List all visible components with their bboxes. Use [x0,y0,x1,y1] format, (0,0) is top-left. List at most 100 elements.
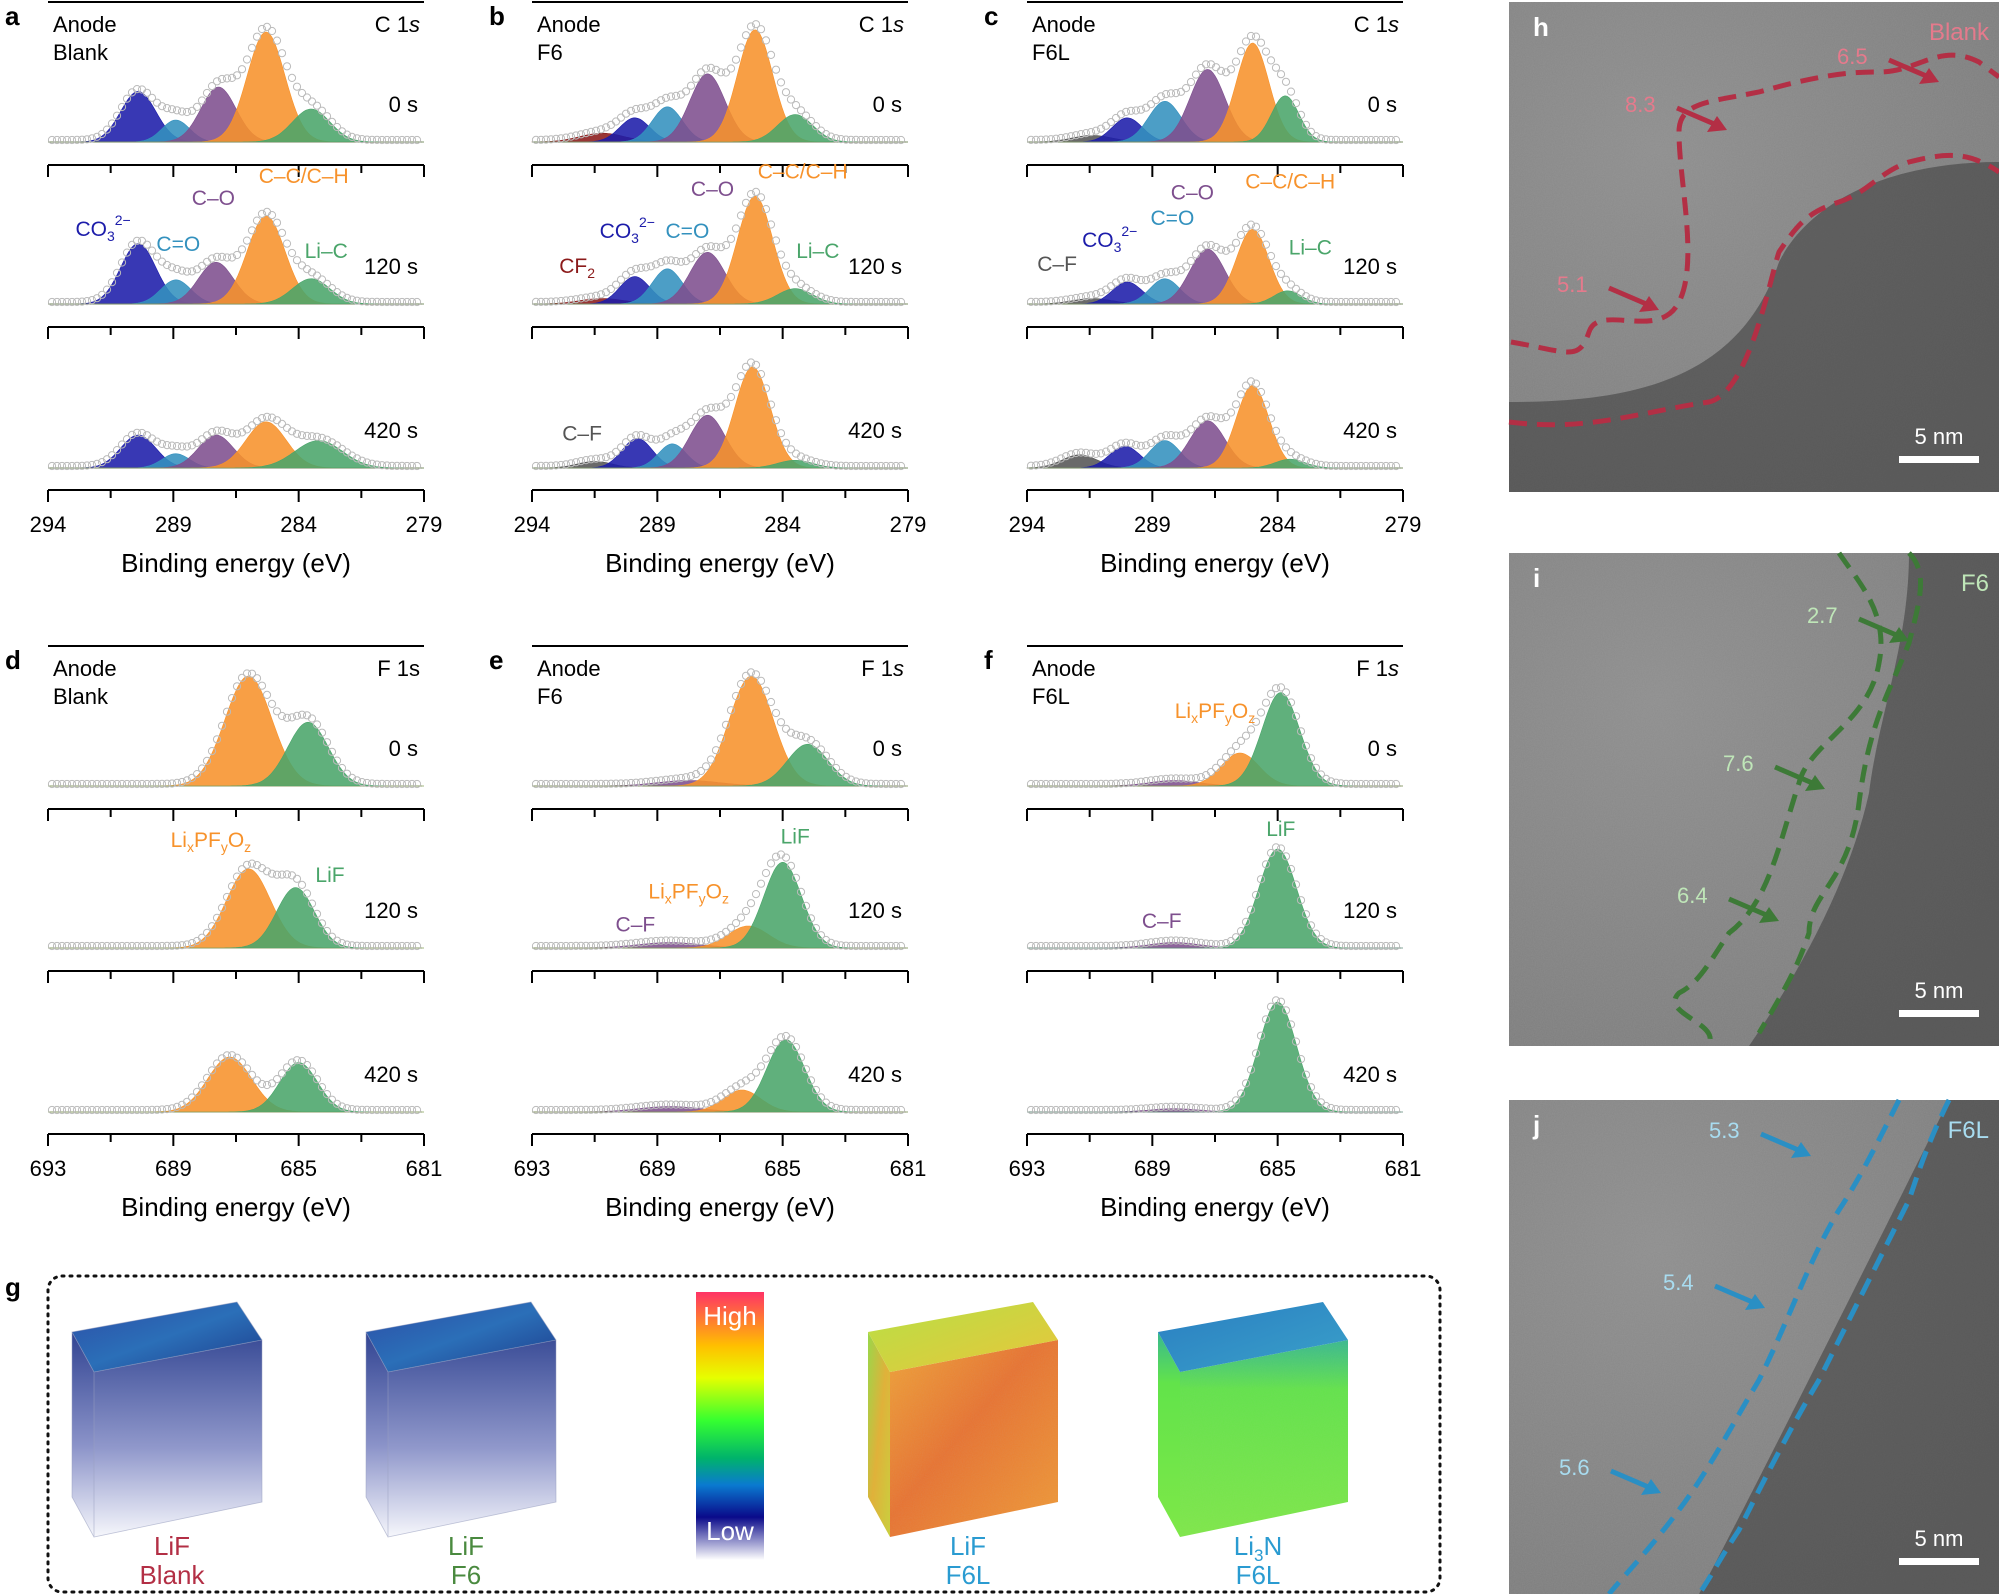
thickness-label: 7.6 [1723,751,1754,776]
data-point [1041,1105,1051,1115]
data-point [1351,297,1361,307]
data-point [1261,47,1271,56]
data-point [551,941,561,951]
data-point [1256,38,1266,47]
data-point [1171,431,1181,440]
data-point [182,107,192,117]
data-point [831,1103,841,1112]
data-point [1376,461,1386,471]
data-point [696,68,706,77]
data-point [1226,244,1236,253]
envelope-points [47,1051,422,1115]
data-point [1076,293,1086,302]
data-point [1291,451,1301,460]
data-point [147,779,157,789]
data-point [611,117,621,126]
data-point [1166,268,1176,277]
data-point [666,92,676,101]
data-point [1266,414,1276,423]
data-point [292,711,302,720]
data-point [1156,270,1166,279]
trace-1: 120 s [47,859,425,983]
data-point [761,384,771,393]
data-point [1031,1105,1041,1115]
data-point [387,1105,397,1115]
data-point [1236,1089,1246,1098]
data-point [1061,133,1071,142]
thickness-label: 2.7 [1807,603,1838,628]
data-point [741,671,751,680]
data-point [227,1051,237,1060]
data-point [197,764,207,773]
data-point [1331,461,1341,470]
data-point [312,1075,322,1084]
time-label: 420 s [848,418,902,443]
data-point [816,1093,826,1102]
data-point [876,1105,886,1115]
data-point [1276,844,1286,853]
data-point [1141,276,1151,285]
data-point [167,779,177,788]
data-point [626,939,636,948]
data-point [531,135,541,144]
data-point [551,1105,561,1115]
data-point [871,1105,881,1115]
annotation: CO32− [1082,223,1137,255]
data-point [162,104,172,113]
data-point [1381,941,1391,951]
data-point [1066,450,1076,459]
data-point [681,87,691,96]
data-point [1091,449,1101,458]
data-point [312,909,322,918]
data-point [661,1100,671,1109]
data-point [546,135,556,144]
data-point [187,441,197,450]
tick-label: 284 [1259,512,1296,537]
data-point [531,779,541,789]
data-point [1046,297,1056,306]
data-point [1216,66,1226,75]
data-point [1356,1105,1366,1115]
data-point [102,455,112,464]
data-point [1141,441,1151,450]
data-point [77,135,87,144]
trace-1: 120 s [531,187,909,339]
data-point [202,257,212,266]
data-point [1286,87,1296,96]
data-point [137,779,147,789]
trace-0: 0 s [47,22,425,177]
data-point [1201,1104,1211,1113]
sei-boundary-line [1672,551,1884,1045]
data-point [1051,941,1061,951]
data-point [741,198,751,207]
data-point [372,297,382,306]
data-point [362,941,372,951]
data-point [52,461,62,471]
data-point [1241,917,1251,926]
data-point [67,461,77,471]
data-point [177,266,187,275]
x-axis-title: Binding energy (eV) [605,548,835,578]
data-point [606,1105,616,1114]
data-point [1091,779,1101,789]
data-point [347,132,357,141]
data-point [82,1105,92,1115]
data-point [292,82,302,91]
data-point [536,1105,546,1115]
data-point [541,461,551,470]
cube-left-face [1158,1332,1180,1537]
data-point [711,403,721,412]
time-label: 0 s [1368,736,1397,761]
data-point [297,1056,307,1066]
data-point [187,106,197,115]
data-point [402,1105,412,1115]
data-point [846,1105,856,1114]
data-point [786,269,796,278]
data-point [611,1104,621,1113]
data-point [92,941,102,951]
data-point [232,1053,242,1062]
core-level-label: C 1s [375,12,420,37]
sample-label: F6 [1961,570,1989,597]
data-point [776,718,786,727]
data-point [1136,105,1146,114]
